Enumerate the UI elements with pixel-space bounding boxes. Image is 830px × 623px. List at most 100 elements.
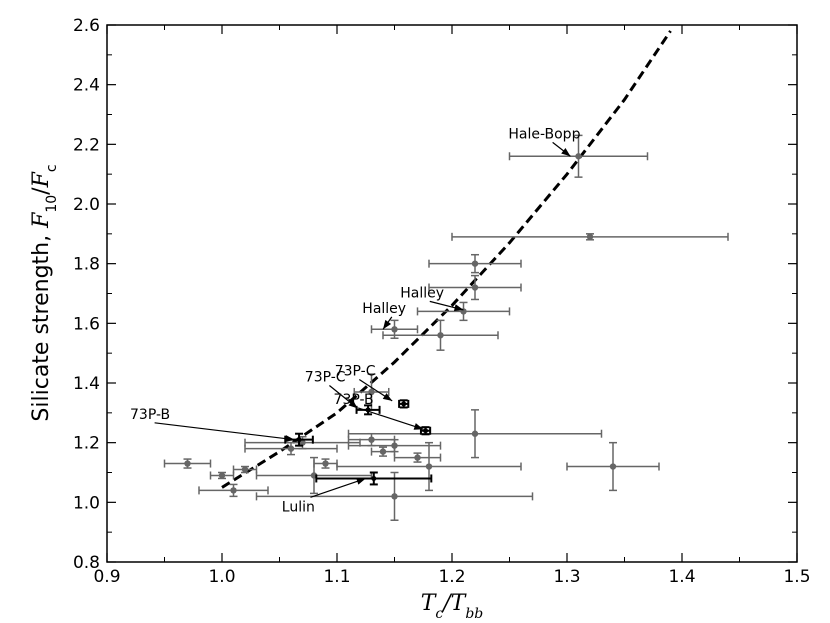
point-marker	[423, 428, 429, 434]
annotation-label: 73P-B	[334, 392, 374, 408]
y-tick-label: 1.6	[73, 314, 100, 334]
point-marker	[586, 233, 594, 241]
ylabel-math: F10/Fc	[29, 164, 60, 228]
annotation-arrow	[310, 477, 366, 498]
point-marker	[296, 437, 302, 443]
annotation-label: Lulin	[282, 499, 315, 515]
point-marker	[609, 463, 617, 470]
data-point	[232, 465, 258, 474]
annotation-label: Halley	[362, 301, 406, 317]
data-point	[313, 458, 338, 469]
y-tick-label: 2.4	[73, 76, 100, 96]
arrow-head	[383, 319, 392, 330]
annotation-arrow	[357, 407, 424, 430]
y-tick-label: 2.6	[73, 16, 100, 36]
annotation-label: 73P-B	[130, 407, 170, 423]
label-subscript: bb	[465, 606, 483, 622]
data-point	[347, 432, 396, 447]
arrow-head	[561, 147, 571, 157]
data-point	[244, 435, 361, 450]
label-part: /	[441, 591, 453, 616]
point-marker	[322, 460, 329, 467]
label-part: F	[29, 212, 54, 229]
data-points-layer	[163, 134, 729, 521]
label-subscript: c	[435, 606, 443, 622]
black-data-point	[315, 471, 433, 486]
annotation: Halley	[362, 301, 406, 330]
black-data-point	[355, 404, 381, 416]
label-part: /	[29, 187, 54, 195]
x-tick-label: 1.0	[208, 567, 235, 587]
y-tick-label: 2.2	[73, 135, 100, 155]
x-tick-label: 1.2	[438, 567, 465, 587]
y-tick-label: 1.2	[73, 434, 100, 454]
data-point	[382, 319, 499, 351]
data-point	[336, 441, 522, 492]
black-data-point	[419, 426, 432, 436]
data-point	[163, 458, 212, 469]
y-tick-label: 2.0	[73, 195, 100, 215]
point-marker	[368, 436, 375, 443]
data-point	[347, 438, 442, 453]
arrow-head	[285, 435, 295, 443]
annotation-arrow	[154, 422, 295, 441]
point-marker	[218, 472, 226, 479]
annotation: Halley	[400, 285, 464, 312]
x-tick-label: 1.3	[553, 567, 580, 587]
data-point	[566, 441, 660, 492]
black-data-point	[398, 399, 410, 409]
point-marker	[471, 260, 479, 267]
annotation: 73P-B	[334, 392, 424, 430]
annotation: 73P-B	[130, 407, 295, 443]
point-marker	[368, 388, 375, 396]
annotation: Lulin	[282, 477, 366, 515]
annotation-label: Halley	[400, 285, 444, 301]
x-tick-label: 1.4	[668, 567, 695, 587]
point-marker	[471, 284, 479, 291]
annotation: 73P-C	[335, 364, 393, 402]
point-marker	[391, 442, 398, 449]
point-marker	[379, 448, 387, 455]
data-point	[393, 452, 442, 463]
arrow-head	[413, 423, 424, 430]
point-marker	[425, 463, 433, 470]
data-point	[428, 253, 522, 274]
x-tick-labels: 0.9 1.0 1.1 1.2 1.3 1.4 1.5	[93, 567, 810, 587]
annotation-label: 73P-C	[305, 370, 346, 386]
data-point	[209, 471, 235, 480]
label-part: T	[451, 591, 468, 616]
data-point	[451, 232, 729, 241]
y-tick-label: 1.8	[73, 255, 100, 275]
data-point	[244, 441, 338, 456]
point-marker	[414, 454, 421, 461]
point-marker	[287, 445, 295, 452]
label-subscript: 10	[44, 195, 60, 213]
y-tick-label: 1.0	[73, 493, 100, 513]
point-marker	[184, 460, 191, 467]
y-axis-label: Silicate strength, F10/Fc	[29, 164, 60, 421]
y-tick-label: 1.4	[73, 374, 100, 394]
y-tick-label: 0.8	[73, 553, 100, 573]
plot-frame	[106, 24, 798, 563]
data-point	[508, 134, 649, 178]
annotation: Hale-Bopp	[508, 126, 581, 157]
annotation-label: 73P-C	[335, 364, 376, 380]
axis-ticks	[106, 24, 798, 563]
x-axis-label: Tc/Tbb	[421, 591, 484, 622]
ylabel-prefix: Silicate strength,	[29, 228, 54, 422]
point-marker	[471, 430, 479, 437]
data-point	[255, 471, 534, 521]
x-tick-label: 1.1	[323, 567, 350, 587]
point-marker	[371, 475, 377, 481]
point-marker	[391, 326, 398, 333]
arrow-head	[382, 393, 393, 401]
data-point	[428, 274, 522, 301]
arrow-head	[348, 399, 358, 409]
label-subscript: c	[44, 164, 60, 172]
annotation-label: Hale-Bopp	[508, 126, 580, 142]
data-point	[198, 483, 269, 498]
arrow-head	[453, 304, 464, 312]
label-part: F	[29, 171, 54, 188]
point-marker	[437, 332, 444, 339]
